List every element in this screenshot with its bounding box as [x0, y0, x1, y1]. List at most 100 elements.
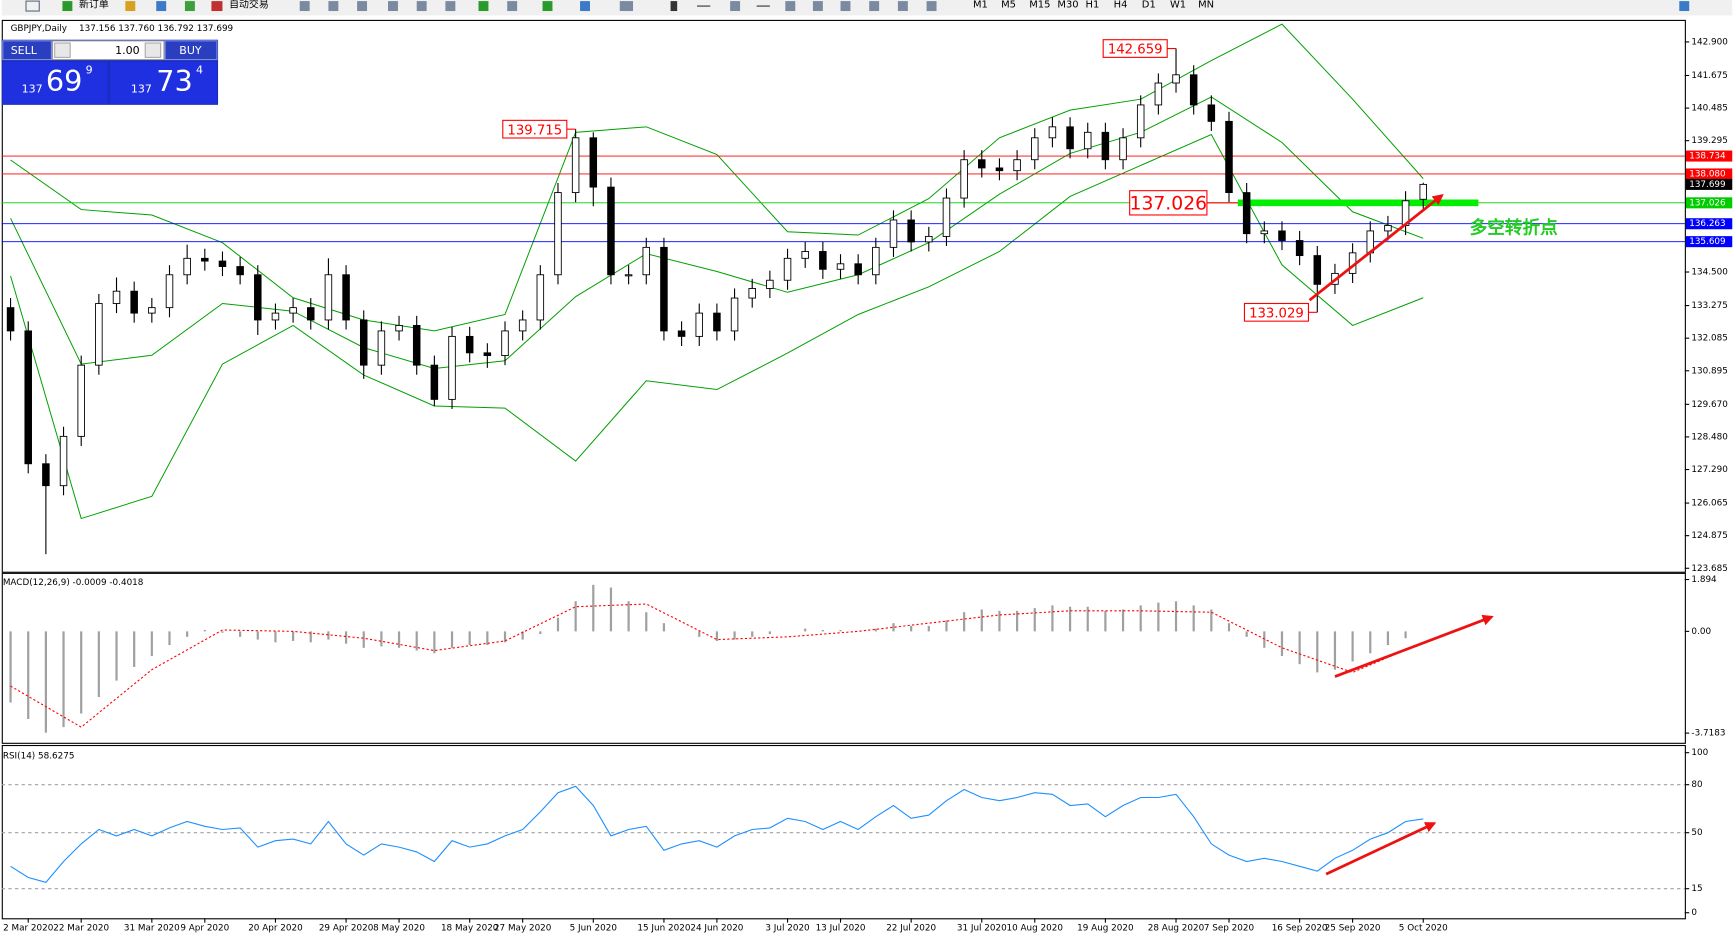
candle-body [978, 159, 986, 169]
y-tick-label: 130.895 [1691, 366, 1727, 376]
new-order-button[interactable]: 新订单 [79, 0, 109, 10]
x-tick-label: 31 Jul 2020 [957, 924, 1007, 934]
timeframe-button[interactable]: M1 [973, 0, 988, 10]
y-tick-label: 126.065 [1691, 499, 1727, 509]
candle-body [1207, 104, 1216, 122]
x-tick-label: 18 May 2020 [441, 924, 499, 934]
timeframe-button[interactable]: H1 [1086, 0, 1100, 10]
candle-body [1225, 120, 1233, 194]
bollinger-lower [10, 133, 1424, 520]
candle-body [1031, 137, 1039, 161]
y-tick-label: 15 [1691, 884, 1702, 894]
candle-body [801, 251, 809, 259]
price-panel [1, 19, 1686, 573]
candle-body [1189, 74, 1198, 106]
y-tick-label: 141.675 [1691, 71, 1727, 81]
candle-body [324, 274, 333, 321]
candle-body [571, 137, 580, 194]
y-tick-label: 129.670 [1691, 400, 1728, 410]
candle-body [165, 274, 174, 309]
candle-body [766, 279, 774, 289]
buy-button[interactable] [164, 40, 218, 61]
y-tick-label: 100 [1691, 748, 1708, 758]
y-tick-label: 133.275 [1691, 301, 1727, 311]
timeframe-button[interactable]: M30 [1057, 0, 1078, 10]
x-tick-label: 10 Aug 2020 [1007, 924, 1064, 934]
x-tick-label: 19 Aug 2020 [1077, 924, 1134, 934]
candle-body [942, 197, 951, 237]
x-tick-label: 24 Jun 2020 [690, 924, 743, 934]
level-price-label: 137.026 [1689, 198, 1726, 208]
candle-body [589, 137, 598, 188]
annotation-label: 133.029 [1249, 306, 1304, 321]
rsi-label: RSI(14) 58.6275 [3, 752, 75, 762]
candle-body [677, 330, 686, 337]
lots-input[interactable] [51, 40, 165, 61]
y-tick-label: 124.875 [1691, 531, 1727, 541]
y-tick-label: 123.685 [1691, 564, 1727, 574]
lots-value[interactable]: 1.00 [115, 44, 140, 57]
level-price-box [1685, 236, 1733, 248]
trend-arrows [1308, 193, 1494, 876]
chart-window [1, 15, 1733, 937]
level-price-label: 138.734 [1689, 152, 1726, 162]
x-tick-label: 7 Sep 2020 [1204, 924, 1255, 934]
bid-box[interactable] [2, 61, 108, 104]
candle-body [448, 335, 456, 400]
trade-panel: SELL 1.00 BUY 137 69 9 137 73 4 [1, 39, 219, 105]
y-tick-label: 139.295 [1691, 136, 1727, 146]
level-price-box [1685, 150, 1733, 162]
candle-body [42, 463, 50, 487]
candle-body [889, 219, 898, 248]
rsi-line [10, 785, 1424, 883]
note-label: 多空转折点 [1470, 216, 1559, 238]
candle-body [1278, 230, 1286, 241]
candle-body [1242, 192, 1251, 235]
sell-button[interactable] [2, 40, 52, 61]
bollinger-middle [10, 96, 1424, 369]
candle-body [713, 312, 721, 332]
toolbar [1, 0, 1733, 16]
candle-body [518, 319, 527, 332]
candle-body [536, 274, 545, 321]
annotation-label: 139.715 [507, 123, 562, 138]
timeframe-button[interactable]: MN [1198, 0, 1214, 10]
auto-trading-button[interactable]: 自动交易 [229, 0, 269, 10]
x-tick-label: 29 Apr 2020 [319, 924, 374, 934]
timeframe-bar: M1 M5 M15 M30 H1 H4 D1 W1 MN [973, 0, 1214, 10]
candle-body [112, 290, 121, 304]
level-highlight [1237, 199, 1479, 207]
lots-decrease[interactable] [54, 42, 71, 58]
annotation-box [502, 119, 568, 139]
candle-body [1419, 183, 1427, 200]
candle-body [342, 274, 350, 321]
candle-body [218, 260, 227, 267]
candle-body [465, 335, 474, 354]
candle-body [960, 159, 968, 199]
timeframe-button[interactable]: W1 [1170, 0, 1186, 10]
timeframe-button[interactable]: M5 [1001, 0, 1016, 10]
ask-box[interactable] [109, 61, 217, 104]
candle-body [1119, 137, 1127, 161]
macd-panel [1, 572, 1686, 744]
candle-body [130, 290, 138, 314]
candle-body [271, 312, 280, 321]
y-tick-label: 128.480 [1691, 432, 1728, 442]
candle-body [359, 319, 368, 366]
lots-increase[interactable] [144, 42, 162, 58]
y-tick-label: 50 [1691, 828, 1703, 838]
candle-body [59, 435, 68, 487]
candle-body [872, 246, 880, 276]
timeframe-button[interactable]: H4 [1114, 0, 1128, 10]
timeframe-button[interactable]: D1 [1142, 0, 1156, 10]
buy-label[interactable]: BUY [179, 44, 202, 57]
level-price-box [1685, 178, 1733, 190]
x-tick-label: 31 Mar 2020 [124, 924, 180, 934]
y-tick-label: 80 [1691, 780, 1703, 790]
sell-label[interactable]: SELL [11, 44, 38, 57]
y-tick-label: 127.290 [1691, 465, 1728, 475]
candle-body [289, 307, 297, 314]
timeframe-button[interactable]: M15 [1029, 0, 1050, 10]
candle-body [995, 167, 1004, 172]
